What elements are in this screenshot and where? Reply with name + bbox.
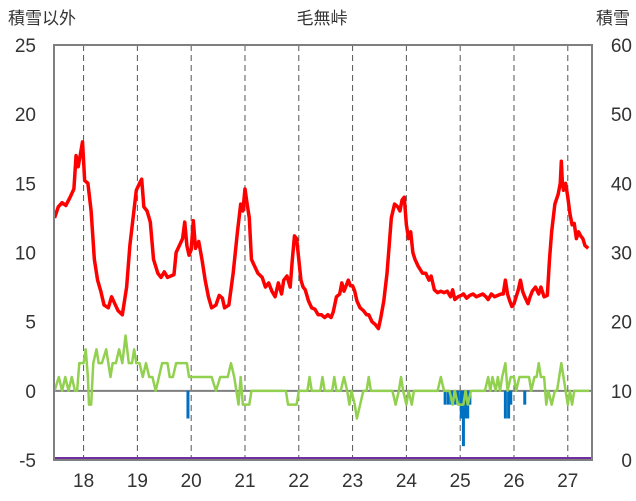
y-left-tick-label: 0 — [25, 382, 36, 403]
blue-bar — [503, 390, 507, 419]
x-tick-label: 24 — [396, 471, 418, 492]
x-tick-label: 19 — [127, 471, 148, 492]
y-left-tick-label: 25 — [15, 36, 36, 57]
green-series-line — [53, 334, 590, 420]
y-right-tick-label: 40 — [611, 174, 632, 195]
blue-bar — [507, 390, 511, 419]
y-left-tick-label: 5 — [25, 313, 36, 334]
red-series-line — [52, 140, 590, 331]
blue-bar — [446, 390, 450, 405]
x-tick-label: 23 — [342, 471, 363, 492]
blue-bar — [509, 390, 513, 405]
y-left-tick-label: 20 — [15, 105, 36, 126]
x-axis: 18 19 20 21 22 23 24 25 26 27 — [73, 471, 578, 492]
x-tick-label: 22 — [288, 471, 309, 492]
y-right-tick-label: 60 — [611, 36, 632, 57]
blue-bar — [523, 390, 527, 405]
y-axis-left: -5 0 5 10 15 20 25 — [15, 36, 36, 472]
y-axis-right: 0 10 20 30 40 50 60 — [611, 36, 632, 472]
y-right-tick-label: 10 — [611, 382, 632, 403]
chart-title: 毛無峠 — [297, 9, 348, 29]
x-tick-label: 27 — [557, 471, 578, 492]
y-right-tick-label: 0 — [621, 451, 632, 472]
x-tick-label: 18 — [73, 471, 94, 492]
blue-bar — [464, 390, 468, 419]
x-tick-label: 21 — [234, 471, 255, 492]
blue-bar — [186, 390, 190, 419]
grid — [83, 45, 569, 460]
blue-bar — [461, 390, 465, 447]
y-left-tick-label: 10 — [15, 244, 36, 265]
right-axis-label: 積雪 — [596, 9, 630, 29]
y-right-tick-label: 30 — [611, 244, 632, 265]
left-axis-label: 積雪以外 — [8, 9, 76, 29]
y-right-tick-label: 20 — [611, 313, 632, 334]
blue-bar — [443, 390, 447, 405]
blue-bar — [456, 390, 460, 405]
x-tick-label: 20 — [181, 471, 202, 492]
y-left-tick-label: -5 — [19, 451, 36, 472]
y-left-tick-label: 15 — [15, 174, 36, 195]
plot-frame — [53, 44, 593, 461]
y-right-tick-label: 50 — [611, 105, 632, 126]
x-tick-label: 25 — [450, 471, 471, 492]
x-tick-label: 26 — [503, 471, 524, 492]
plot-series — [52, 140, 592, 461]
